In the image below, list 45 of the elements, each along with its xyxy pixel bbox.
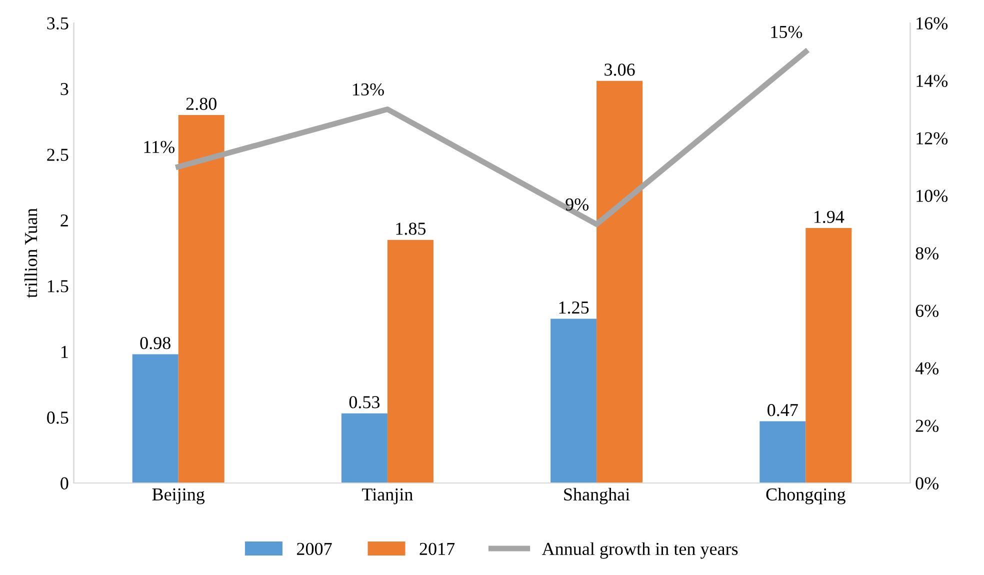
y-tick-label: 3 xyxy=(60,83,68,96)
bar xyxy=(178,115,224,483)
legend-label: 2017 xyxy=(420,542,455,556)
y2-tick-label: 10% xyxy=(916,190,948,202)
y-tick-label: 1.5 xyxy=(48,280,68,292)
data-label: 1.85 xyxy=(396,222,426,235)
y-tick-label: 1 xyxy=(62,346,68,358)
data-label: 0.98 xyxy=(140,336,170,350)
data-label: 0.47 xyxy=(768,404,798,416)
y2-tick-label: 16% xyxy=(916,17,948,30)
data-label: 11% xyxy=(144,140,174,154)
x-tick-label: Shanghai xyxy=(564,488,630,504)
data-label: 3.06 xyxy=(604,64,635,76)
y2-tick-label: 8% xyxy=(916,247,939,260)
data-label: 1.25 xyxy=(559,302,589,314)
y2-tick-label: 4% xyxy=(915,362,939,374)
legend-label: Annual growth in ten years xyxy=(542,542,738,559)
data-label: 9% xyxy=(566,198,589,211)
bar xyxy=(387,240,434,483)
bar xyxy=(806,228,852,483)
x-tick-label: Chongqing xyxy=(766,488,846,504)
y-axis-title: trillion Yuan xyxy=(24,208,38,298)
y-tick-label: 0 xyxy=(60,477,68,490)
data-label: 2.80 xyxy=(186,98,216,110)
y-tick-label: 0.5 xyxy=(47,412,68,424)
data-label: 13% xyxy=(353,83,384,96)
y2-tick-label: 6% xyxy=(916,304,939,317)
legend-label: 2007 xyxy=(297,542,332,556)
data-label: 1.94 xyxy=(814,210,844,224)
y2-tick-label: 2% xyxy=(916,420,939,432)
y-tick-label: 3.5 xyxy=(47,17,68,30)
data-label: 0.53 xyxy=(349,396,380,408)
x-tick-label: Tianjin xyxy=(362,488,413,504)
y-tick-label: 2.5 xyxy=(47,148,68,161)
y2-tick-label: 12% xyxy=(916,132,948,144)
bar xyxy=(596,80,643,483)
y-tick-label: 2 xyxy=(60,214,68,226)
y2-tick-label: 14% xyxy=(916,74,948,87)
bar xyxy=(341,413,388,483)
x-tick-label: Beijing xyxy=(152,488,205,504)
data-label: 15% xyxy=(771,26,802,38)
bar xyxy=(550,318,597,483)
bar xyxy=(132,354,178,483)
bar xyxy=(760,421,806,483)
y2-tick-label: 0% xyxy=(916,477,939,490)
